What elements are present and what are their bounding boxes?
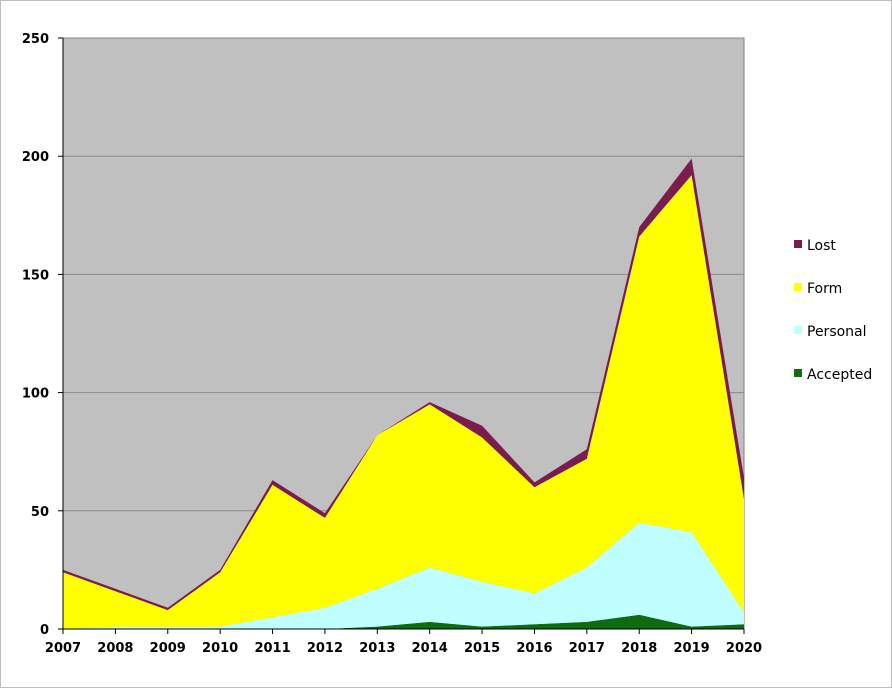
legend-swatch-accepted — [794, 369, 802, 377]
legend-label-accepted: Accepted — [807, 367, 872, 383]
legend-swatch-personal — [794, 326, 802, 334]
x-tick-label: 2012 — [307, 641, 343, 656]
legend-label-form: Form — [807, 281, 842, 297]
y-tick-label: 200 — [22, 150, 49, 165]
legend-swatch-form — [794, 283, 802, 291]
x-tick-label: 2011 — [254, 641, 290, 656]
area-personal — [63, 522, 744, 629]
x-tick-label: 2017 — [569, 641, 605, 656]
series-areas — [63, 158, 744, 629]
y-tick-label: 250 — [22, 32, 49, 47]
y-tick-label: 0 — [40, 623, 49, 638]
x-tick-label: 2015 — [464, 641, 500, 656]
y-tick-labels: 0 50 100 150 200 250 — [22, 32, 49, 638]
x-tick-label: 2008 — [97, 641, 133, 656]
y-tick-label: 100 — [22, 387, 49, 402]
x-tick-labels: 2007 2008 2009 2010 2011 2012 2013 2014 2015 2016… — [45, 641, 762, 656]
x-tick-label: 2007 — [45, 641, 81, 656]
x-tick-label: 2013 — [359, 641, 395, 656]
x-tick-label: 2018 — [621, 641, 657, 656]
x-tick-label: 2014 — [412, 641, 448, 656]
x-tick-label: 2009 — [150, 641, 186, 656]
legend: Lost Form Personal Accepted — [794, 238, 872, 383]
y-tick-label: 50 — [31, 505, 49, 520]
x-tick-label: 2010 — [202, 641, 238, 656]
x-tick-label: 2016 — [516, 641, 552, 656]
area-accepted — [63, 614, 744, 629]
x-tick-label: 2019 — [674, 641, 710, 656]
legend-label-lost: Lost — [807, 238, 836, 254]
legend-swatch-lost — [794, 240, 802, 248]
area-form — [63, 175, 744, 629]
x-tick-label: 2020 — [726, 641, 762, 656]
legend-label-personal: Personal — [807, 324, 867, 340]
axes — [58, 37, 745, 634]
y-tick-label: 150 — [22, 268, 49, 283]
